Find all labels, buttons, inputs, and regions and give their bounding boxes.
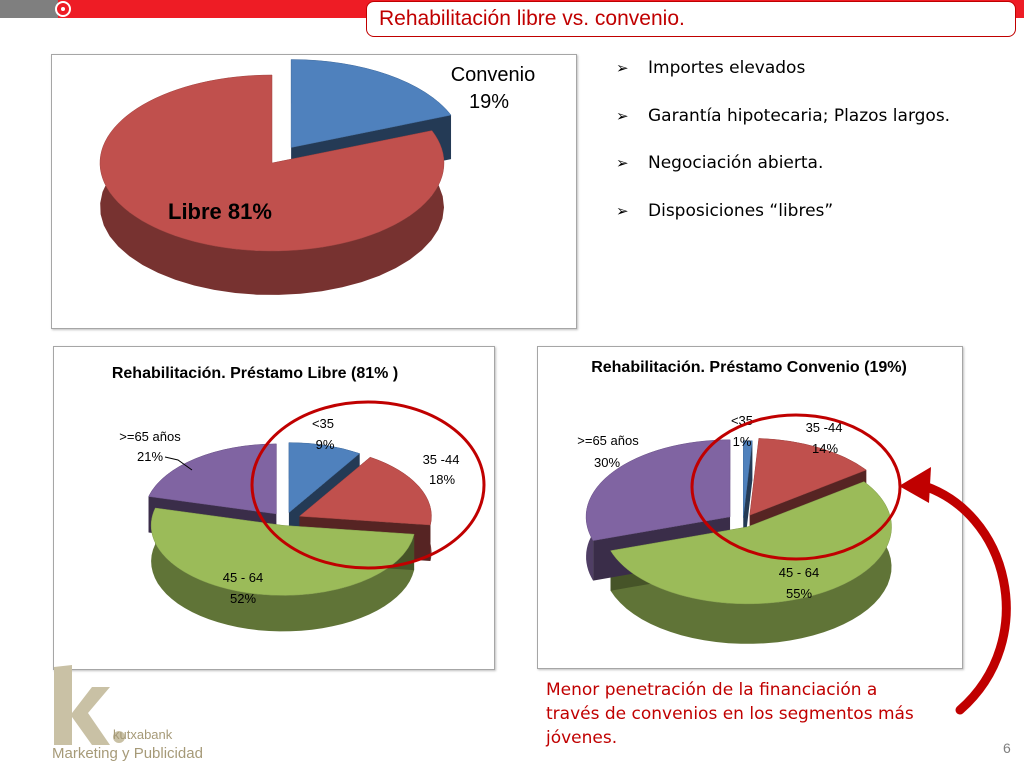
arrow-bullet-icon: ➢	[616, 154, 629, 172]
pie-value-convenio: 19%	[469, 91, 509, 113]
pie-slice-convenio	[290, 59, 452, 148]
slice-label-ge65: >=65 años	[577, 433, 639, 448]
pie-value-libre: 81%	[228, 199, 272, 224]
page-number: 6	[1003, 740, 1011, 756]
pie-slice--65-a-os	[148, 443, 277, 515]
bullet-item: ➢ Disposiciones “libres”	[616, 199, 950, 247]
slice-label-35-44: 35 -44	[423, 452, 460, 467]
title-box: Rehabilitación libre vs. convenio.	[366, 1, 1016, 37]
pie-slice--65-a-os	[585, 439, 731, 541]
arrow-bullet-icon: ➢	[616, 59, 629, 77]
kutxabank-logo	[54, 665, 125, 745]
pie-slice-35-44	[298, 456, 432, 526]
caption-line: Menor penetración de la financiación a	[546, 680, 878, 700]
bullet-text: Garantía hipotecaria; Plazos largos.	[648, 105, 951, 126]
logo-company-name: kutxabank	[113, 727, 173, 742]
pie-slice--35	[288, 442, 361, 514]
bullet-list: ➢ Importes elevados ➢ Garantía hipotecaria…	[616, 56, 950, 246]
pie-slice-45-64	[150, 507, 415, 596]
pie-slice-35-44	[749, 438, 867, 516]
chart-title-libre: Rehabilitación. Préstamo Libre (81% )	[112, 365, 398, 382]
slice-label-45-64: 45 - 64	[223, 570, 263, 585]
bullet-text: Importes elevados	[648, 58, 806, 78]
bullet-item: ➢ Garantía hipotecaria; Plazos largos.	[616, 104, 950, 152]
page-title: Rehabilitación libre vs. convenio.	[379, 7, 685, 30]
caption: Menor penetración de la financiación a t…	[546, 678, 946, 750]
slice-value-35-44: 18%	[429, 472, 455, 487]
highlight-circle	[250, 400, 486, 570]
slice-value-lt35: 9%	[316, 437, 335, 452]
slice-value-lt35: 1%	[733, 434, 752, 449]
slice-label-45-64: 45 - 64	[779, 565, 819, 580]
slice-value-35-44: 14%	[812, 441, 838, 456]
chart-title-convenio: Rehabilitación. Préstamo Convenio (19%)	[591, 359, 907, 376]
pie-slice-libre	[99, 74, 445, 252]
slice-label-ge65: >=65 años	[119, 429, 181, 444]
pie-label-libre: Libre 81%	[168, 199, 272, 224]
top-bar-gray	[0, 0, 58, 18]
logo-department: Marketing y Publicidad	[52, 745, 203, 762]
slice-label-35-44: 35 -44	[806, 420, 843, 435]
leader-line	[164, 456, 193, 471]
bullet-text: Disposiciones “libres”	[648, 200, 834, 221]
slice-value-45-64: 55%	[786, 586, 812, 601]
slice-value-ge65: 21%	[137, 449, 163, 464]
arrowhead-icon	[899, 467, 931, 503]
pie-slice-side	[151, 508, 415, 632]
pie-label-convenio: Convenio	[451, 64, 536, 86]
slice-value-ge65: 30%	[594, 455, 620, 470]
slice-value-45-64: 52%	[230, 591, 256, 606]
highlight-circle	[690, 413, 902, 561]
bullet-item: ➢ Importes elevados	[616, 56, 950, 104]
pie-slice--35	[743, 440, 753, 518]
header-dot-icon	[55, 1, 71, 17]
pie-slice-side	[610, 481, 892, 644]
curved-arrow-icon	[913, 479, 1011, 715]
bullet-text: Negociación abierta.	[648, 153, 824, 173]
bullet-item: ➢ Negociación abierta.	[616, 151, 950, 199]
caption-line: través de convenios en los segmentos más	[546, 704, 914, 724]
pie-label-libre-name: Libre	[168, 199, 222, 224]
arrow-bullet-icon: ➢	[616, 201, 629, 220]
slice-label-lt35: <35	[312, 416, 334, 431]
arrow-bullet-icon: ➢	[616, 106, 629, 125]
caption-line: jóvenes.	[546, 728, 618, 748]
